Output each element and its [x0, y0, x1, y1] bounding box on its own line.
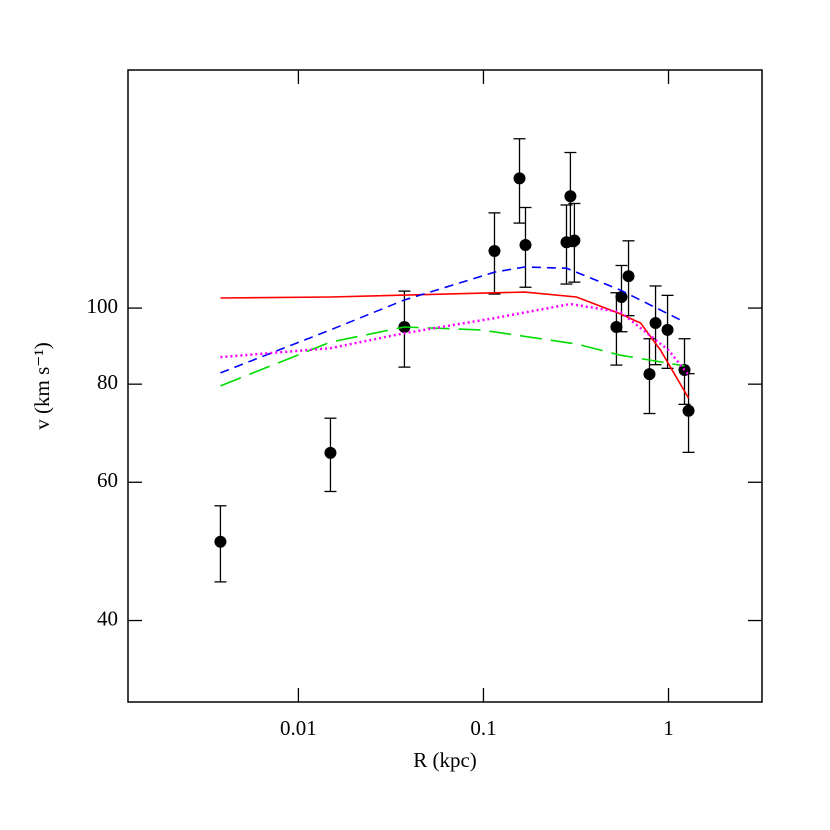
y-tick-label: 40	[97, 606, 118, 630]
data-point	[661, 323, 674, 336]
x-tick-label: 0.1	[470, 716, 496, 740]
data-point	[519, 239, 532, 252]
x-tick-label: 0.01	[280, 716, 317, 740]
data-point	[513, 172, 526, 185]
data-point	[568, 234, 581, 247]
data-point	[488, 245, 501, 258]
x-axis-label: R (kpc)	[413, 748, 477, 772]
plot-frame	[127, 69, 763, 703]
data-point	[615, 290, 628, 303]
y-tick-label: 80	[97, 370, 118, 394]
data-point	[610, 321, 623, 334]
model-curve	[220, 266, 685, 374]
model-curve	[220, 291, 690, 399]
model-curve	[220, 302, 690, 376]
data-point	[564, 190, 577, 203]
data-point	[214, 535, 227, 548]
data-point	[622, 270, 635, 283]
data-point	[324, 446, 337, 459]
y-tick-label: 100	[87, 294, 119, 318]
y-axis-label: v (km s⁻¹)	[30, 342, 54, 429]
data-point	[682, 404, 695, 417]
data-point	[649, 317, 662, 330]
x-tick-label: 1	[663, 716, 674, 740]
model-curve	[220, 326, 685, 387]
data-point	[643, 368, 656, 381]
y-tick-label: 60	[97, 468, 118, 492]
